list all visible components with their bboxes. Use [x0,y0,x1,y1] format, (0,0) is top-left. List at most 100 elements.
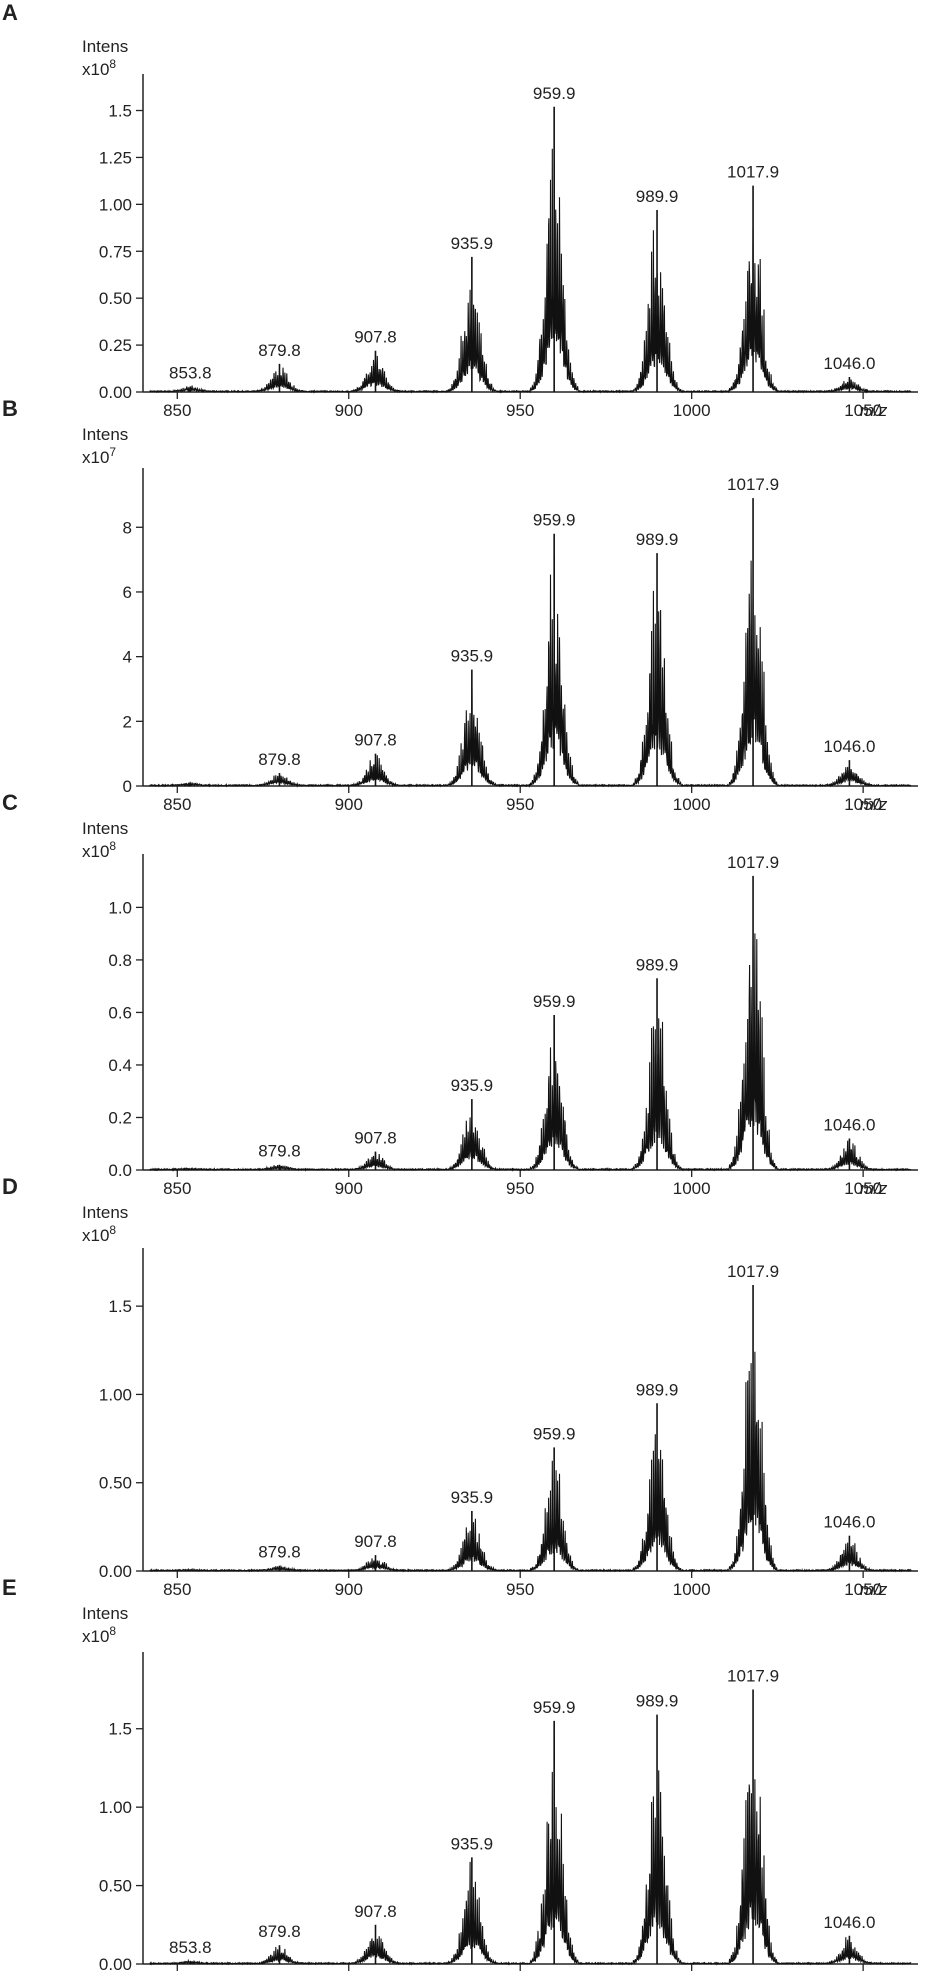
y-unit-label: Intens [82,1604,128,1623]
peak-label: 853.8 [169,363,212,382]
y-tick-label: 1.00 [99,195,132,214]
y-scale-base: x10 [82,60,109,79]
x-tick-label: 1050 [844,795,882,814]
y-scale-exponent: 8 [109,1223,116,1237]
x-tick-label: 850 [163,795,191,814]
peak-label: 1046.0 [823,1513,875,1532]
x-tick-label: 950 [506,1179,534,1198]
x-tick-label: 950 [506,1580,534,1599]
y-tick-label: 6 [123,583,132,602]
peak-label: 1017.9 [727,475,779,494]
panel-label: D [2,1174,18,1199]
peak-label: 989.9 [636,1692,679,1711]
peak-label: 959.9 [533,1698,576,1717]
spectrum-trace [149,933,912,1172]
y-tick-label: 8 [123,518,132,537]
x-tick-label: 950 [506,795,534,814]
spectrum-trace [149,555,912,788]
y-tick-label: 0 [123,777,132,796]
x-tick-label: 850 [163,1179,191,1198]
panel-label: E [2,1575,17,1600]
x-tick-label: 1000 [673,401,711,420]
y-tick-label: 1.00 [99,1385,132,1404]
peak-label: 907.8 [354,731,397,750]
x-tick-label: 1000 [673,1179,711,1198]
peak-label: 1046.0 [823,1913,875,1932]
peak-label: 959.9 [533,84,576,103]
y-tick-label: 0.4 [108,1056,132,1075]
x-tick-label: 950 [506,401,534,420]
panel-label: A [2,0,18,25]
y-tick-label: 2 [123,712,132,731]
y-scale-label: x108 [82,1223,116,1245]
y-tick-label: 0.00 [99,1562,132,1581]
peak-label: 907.8 [354,1902,397,1921]
y-tick-label: 0.6 [108,1003,132,1022]
peak-label: 853.8 [169,1938,212,1957]
peak-label: 1017.9 [727,1667,779,1686]
peak-label: 879.8 [258,341,301,360]
x-tick-label: 1000 [673,1580,711,1599]
peak-label: 935.9 [451,1488,494,1507]
x-axis-label: m/z [860,795,888,814]
y-scale-label: x108 [82,839,116,861]
y-tick-label: 0.25 [99,336,132,355]
x-tick-label: 1050 [844,1580,882,1599]
panel-a: AIntensx1080.000.250.500.751.001.251.585… [2,0,918,420]
peak-label: 907.8 [354,328,397,347]
peak-label: 989.9 [636,1380,679,1399]
y-scale-exponent: 7 [109,445,116,459]
y-scale-base: x10 [82,1627,109,1646]
y-scale-label: x107 [82,445,116,467]
y-tick-label: 1.5 [108,1720,132,1739]
spectrum-trace [149,1351,912,1573]
y-unit-label: Intens [82,425,128,444]
peak-label: 879.8 [258,750,301,769]
y-tick-label: 0.50 [99,289,132,308]
panel-label: C [2,790,18,815]
peak-label: 989.9 [636,955,679,974]
peak-label: 935.9 [451,1076,494,1095]
peak-label: 935.9 [451,234,494,253]
x-tick-label: 850 [163,1580,191,1599]
peak-label: 1046.0 [823,354,875,373]
peak-label: 959.9 [533,511,576,530]
spectrum-trace [149,1737,912,1966]
peak-label: 935.9 [451,647,494,666]
panel-label: B [2,396,18,421]
peak-label: 879.8 [258,1922,301,1941]
peak-label: 989.9 [636,187,679,206]
y-scale-base: x10 [82,1226,109,1245]
x-tick-label: 900 [335,795,363,814]
y-tick-label: 0.75 [99,242,132,261]
peak-label: 989.9 [636,530,679,549]
y-tick-label: 0.50 [99,1474,132,1493]
y-tick-label: 0.8 [108,951,132,970]
x-tick-label: 1050 [844,1179,882,1198]
y-scale-base: x10 [82,842,109,861]
y-tick-label: 1.25 [99,148,132,167]
y-scale-exponent: 8 [109,839,116,853]
y-tick-label: 4 [123,648,132,667]
y-tick-label: 1.0 [108,898,132,917]
peak-label: 907.8 [354,1532,397,1551]
y-scale-exponent: 8 [109,1624,116,1638]
peak-label: 1017.9 [727,1262,779,1281]
y-tick-label: 0.00 [99,383,132,402]
y-unit-label: Intens [82,819,128,838]
peak-label: 1017.9 [727,163,779,182]
y-tick-label: 1.5 [108,1297,132,1316]
y-unit-label: Intens [82,1203,128,1222]
y-tick-label: 0.00 [99,1955,132,1971]
peak-label: 959.9 [533,1424,576,1443]
y-tick-label: 0.2 [108,1108,132,1127]
y-tick-label: 1.00 [99,1798,132,1817]
x-axis-label: m/z [860,1179,888,1198]
y-scale-label: x108 [82,57,116,79]
x-tick-label: 850 [163,401,191,420]
peak-label: 1017.9 [727,853,779,872]
y-tick-label: 0.50 [99,1877,132,1896]
